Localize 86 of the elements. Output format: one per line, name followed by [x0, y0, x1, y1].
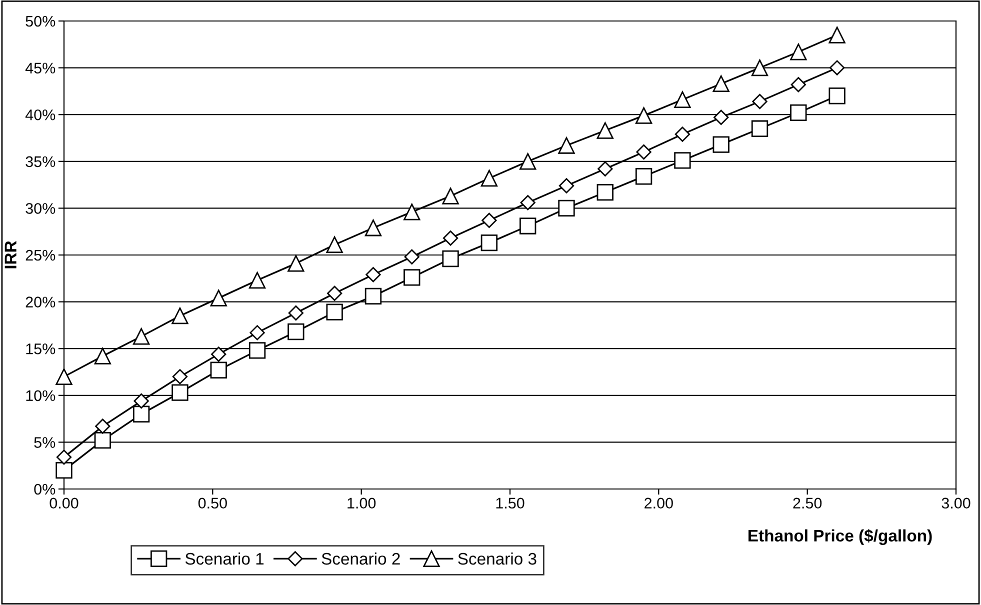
point — [404, 269, 420, 286]
y-tick-label: 40% — [25, 109, 56, 120]
point — [596, 122, 614, 139]
legend-label: Scenario 1 — [185, 552, 264, 565]
y-tick-label: 50% — [26, 16, 56, 27]
point — [635, 168, 652, 185]
x-tick-label: 0.00 — [50, 498, 78, 509]
point — [326, 236, 343, 254]
point — [288, 305, 304, 321]
point — [752, 94, 768, 110]
y-tick-label: 20% — [26, 296, 56, 308]
point — [828, 88, 846, 104]
point — [828, 26, 846, 44]
point — [56, 368, 72, 386]
point — [558, 137, 575, 154]
point — [132, 406, 150, 422]
point — [248, 272, 266, 289]
x-tick-label: 2.00 — [644, 498, 673, 509]
point — [480, 234, 498, 252]
point — [558, 200, 575, 217]
x-tick-label: 1.00 — [348, 498, 376, 509]
point — [520, 195, 536, 210]
point — [134, 393, 149, 409]
point — [751, 120, 768, 137]
point — [288, 323, 304, 340]
point — [442, 188, 459, 204]
point — [674, 126, 690, 142]
point — [482, 212, 497, 228]
point — [288, 255, 304, 272]
point — [95, 418, 110, 434]
point — [210, 362, 227, 378]
point — [712, 136, 730, 153]
point — [674, 152, 691, 169]
point — [250, 325, 265, 340]
point — [712, 75, 730, 92]
point — [790, 104, 807, 122]
legend-label: Scenario 3 — [458, 552, 536, 565]
y-tick-label: 25% — [26, 250, 56, 261]
point — [327, 286, 342, 301]
point — [829, 60, 845, 76]
point — [172, 384, 188, 401]
point — [790, 77, 806, 92]
y-tick-label: 5% — [34, 437, 56, 448]
x-tick-label: 0.50 — [198, 498, 227, 509]
y-tick-label: 30% — [26, 203, 56, 214]
point — [442, 250, 459, 268]
point — [56, 450, 72, 465]
point — [364, 288, 382, 305]
point — [172, 308, 188, 324]
point — [635, 107, 652, 124]
point — [326, 304, 343, 320]
point — [56, 462, 72, 479]
point — [94, 348, 111, 364]
x-axis-title: Ethanol Price ($/gallon) — [748, 529, 932, 545]
point — [248, 342, 266, 359]
point — [210, 290, 227, 306]
point — [364, 220, 382, 236]
point — [172, 369, 188, 384]
y-tick-label: 35% — [26, 156, 56, 168]
point — [480, 170, 498, 187]
point — [94, 432, 111, 449]
point — [211, 346, 226, 362]
point — [520, 218, 536, 234]
point — [132, 328, 150, 345]
point — [636, 144, 652, 160]
point — [404, 249, 420, 264]
y-axis-title: IRR — [4, 240, 16, 268]
point — [790, 44, 807, 60]
point — [404, 204, 420, 220]
x-tick-label: 1.50 — [496, 498, 524, 509]
x-tick-label: 2.50 — [793, 498, 822, 509]
x-tick-label: 3.00 — [942, 498, 970, 509]
point — [598, 161, 613, 176]
point — [596, 184, 614, 201]
point — [751, 59, 768, 76]
y-tick-label: 45% — [25, 62, 56, 74]
y-tick-label: 0% — [34, 484, 56, 495]
point — [366, 267, 381, 282]
point — [520, 153, 536, 170]
point — [558, 178, 574, 194]
y-tick-label: 10% — [26, 390, 56, 402]
y-tick-label: 15% — [26, 344, 56, 354]
point — [674, 91, 691, 108]
point — [442, 230, 458, 246]
legend-label: Scenario 2 — [322, 552, 400, 565]
point — [714, 110, 729, 125]
